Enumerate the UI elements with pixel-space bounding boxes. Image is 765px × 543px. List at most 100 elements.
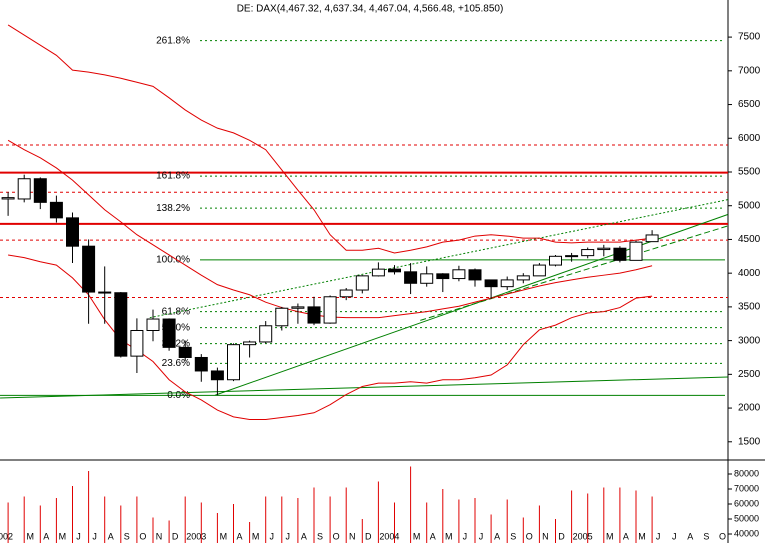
chart-title: DE: DAX(4,467.32, 4,637.34, 4,467.04, 4,… (237, 4, 504, 15)
candle-body (98, 291, 112, 294)
y-tick-label: 7500 (738, 32, 761, 43)
candle-body (210, 370, 224, 381)
candle-body (532, 264, 546, 277)
candle-body (565, 255, 579, 258)
volume-tick-label: 70000 (734, 483, 759, 493)
candle-body (549, 255, 562, 266)
candle-body (452, 269, 466, 280)
fib-label: 23.6% (162, 358, 190, 369)
candle-body (339, 289, 353, 298)
x-tick-label: S (124, 531, 130, 541)
x-tick-label: M (59, 531, 67, 541)
y-tick-label: 6500 (738, 99, 761, 110)
fib-label: 50.0% (162, 322, 190, 333)
x-tick-label: 2004 (379, 531, 399, 541)
x-tick-label: N (156, 531, 163, 541)
x-tick-label: 2005 (573, 531, 593, 541)
x-tick-label: S (510, 531, 516, 541)
bollinger-band (7, 24, 653, 254)
candle-body (114, 292, 128, 357)
x-tick-label: O (139, 531, 146, 541)
x-tick-label: J (672, 531, 677, 541)
candle-body (307, 306, 321, 324)
x-tick-label: S (703, 531, 709, 541)
x-tick-label: A (687, 531, 693, 541)
x-tick-label: N (349, 531, 356, 541)
y-tick-label: 2500 (738, 369, 761, 380)
candle-body (629, 241, 643, 261)
candle-body (404, 271, 418, 284)
y-tick-label: 5500 (738, 167, 761, 178)
candle-body (17, 178, 31, 200)
x-tick-label: S (317, 531, 323, 541)
candle-body (82, 245, 96, 293)
fib-label: 38.2% (162, 338, 190, 349)
x-tick-label: A (430, 531, 436, 541)
fib-label: 138.2% (156, 203, 190, 214)
y-tick-label: 5000 (738, 200, 761, 211)
candle-body (1, 197, 15, 200)
x-tick-label: A (623, 531, 629, 541)
x-tick-label: D (365, 531, 372, 541)
y-tick-label: 3000 (738, 335, 761, 346)
candle-body (194, 356, 208, 372)
x-tick-label: M (606, 531, 614, 541)
x-tick-label: A (494, 531, 500, 541)
candle-body (388, 268, 401, 273)
candle-body (613, 247, 627, 261)
x-tick-label: J (463, 531, 468, 541)
x-tick-label: D (172, 531, 179, 541)
candle-body (500, 279, 514, 288)
y-tick-label: 4000 (738, 268, 761, 279)
x-tick-label: J (479, 531, 484, 541)
x-tick-label: 2003 (186, 531, 206, 541)
x-tick-label: 2002 (0, 531, 13, 541)
x-tick-label: A (43, 531, 49, 541)
fib-label: 61.8% (162, 306, 190, 317)
candle-body (275, 307, 289, 327)
x-tick-label: J (269, 531, 274, 541)
candle-body (162, 318, 176, 348)
fib-label: 161.8% (156, 171, 190, 182)
candle-body (420, 273, 434, 284)
x-tick-label: J (92, 531, 97, 541)
candle-body (371, 268, 385, 277)
candle-body (243, 341, 257, 346)
candle-body (645, 234, 659, 243)
candle-body (130, 329, 144, 357)
candle-body (581, 249, 595, 257)
x-tick-label: M (252, 531, 260, 541)
candle-body (33, 178, 47, 203)
x-tick-label: N (542, 531, 549, 541)
fib-label: 261.8% (156, 35, 190, 46)
candle-body (146, 318, 160, 331)
x-tick-label: M (638, 531, 646, 541)
y-tick-label: 3500 (738, 302, 761, 313)
y-tick-label: 7000 (738, 65, 761, 76)
x-tick-label: O (526, 531, 533, 541)
volume-tick-label: 40000 (734, 528, 759, 538)
candle-body (66, 217, 79, 247)
candle-body (259, 325, 273, 343)
x-tick-label: J (656, 531, 661, 541)
candle-body (355, 275, 369, 291)
x-tick-label: O (333, 531, 340, 541)
candle-body (484, 279, 498, 288)
volume-tick-label: 50000 (734, 513, 759, 523)
candle-body (178, 346, 192, 358)
candle-body (227, 344, 240, 381)
candle-body (436, 273, 450, 280)
x-tick-label: M (220, 531, 228, 541)
y-tick-label: 1500 (738, 436, 761, 447)
candle-body (597, 247, 611, 251)
volume-tick-label: 60000 (734, 498, 759, 508)
trendline (0, 376, 728, 399)
fib-label: 0.0% (167, 390, 190, 401)
x-tick-label: A (108, 531, 114, 541)
x-tick-label: O (719, 531, 726, 541)
y-tick-label: 6000 (738, 133, 761, 144)
candle-body (468, 269, 482, 281)
x-tick-label: A (301, 531, 307, 541)
